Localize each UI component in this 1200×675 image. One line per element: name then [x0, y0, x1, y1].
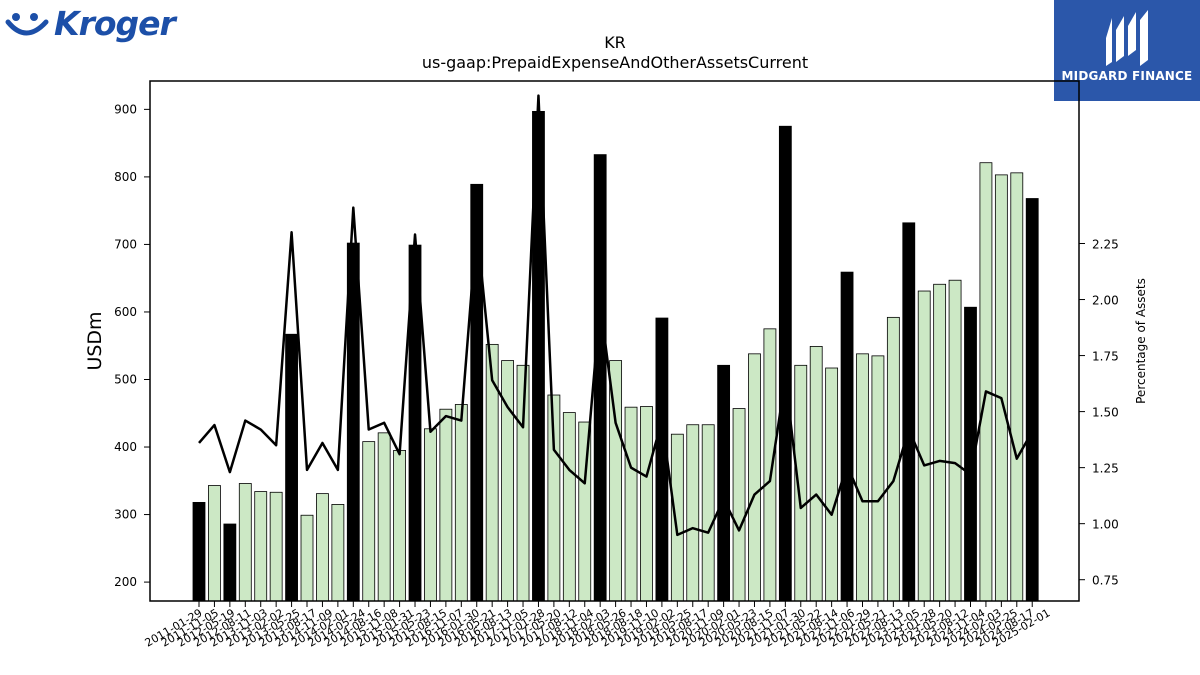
bar — [362, 441, 376, 602]
y-tick-label: 500 — [114, 372, 137, 386]
bar — [948, 279, 962, 602]
bar — [562, 412, 576, 602]
y-tick-label: 400 — [114, 440, 137, 454]
bar — [1025, 198, 1039, 602]
bar — [485, 343, 499, 602]
bar — [670, 433, 684, 602]
y-axis-label: USDm — [84, 311, 106, 370]
bar — [593, 154, 607, 602]
bar — [717, 364, 731, 602]
bar — [840, 271, 854, 602]
y2-tick-label: 2.25 — [1092, 238, 1119, 252]
pct-assets-line — [198, 94, 1034, 537]
bar — [501, 360, 515, 602]
bar — [377, 432, 391, 602]
bar — [208, 485, 221, 602]
bar — [192, 501, 206, 602]
bar — [902, 222, 916, 602]
y-axis-left: 200 300 400 500 600 700 800 900 — [114, 102, 150, 589]
bar — [886, 316, 900, 602]
bar — [748, 353, 761, 602]
bar — [470, 183, 484, 602]
bar — [763, 328, 777, 602]
y2-axis-label: Percentage of Assets — [1134, 278, 1148, 404]
bar — [732, 408, 746, 602]
y-tick-label: 300 — [114, 508, 137, 522]
bar — [300, 514, 314, 602]
bar — [640, 406, 653, 602]
chart-title: KR — [604, 33, 626, 52]
bar-series — [192, 110, 1039, 602]
bar — [917, 290, 931, 602]
midgard-wordmark: MIDGARD FINANCE — [1061, 69, 1193, 83]
y2-tick-label: 2.00 — [1092, 294, 1119, 308]
bar — [701, 424, 715, 602]
y2-tick-label: 1.75 — [1092, 350, 1119, 364]
kroger-wordmark: Kroger — [54, 4, 176, 43]
y2-tick-label: 1.50 — [1092, 406, 1119, 420]
bar — [979, 162, 993, 602]
bar — [686, 424, 700, 602]
bar — [825, 367, 839, 602]
bar — [454, 404, 468, 602]
midgard-emblem-icon — [1106, 10, 1148, 66]
midgard-finance-logo: MIDGARD FINANCE — [1054, 0, 1200, 101]
bar — [871, 355, 885, 602]
kroger-smile-icon — [5, 13, 49, 36]
x-axis: 2011-01-292011-11-052012-05-192012-08-11… — [143, 601, 1053, 650]
y-axis-right: 0.75 1.00 1.25 1.50 1.75 2.00 2.25 — [1079, 238, 1119, 588]
bar — [316, 493, 329, 602]
y-tick-label: 900 — [114, 102, 137, 116]
y-tick-label: 800 — [114, 170, 137, 184]
bar — [856, 353, 869, 602]
bar — [238, 483, 252, 602]
bar — [933, 283, 947, 602]
y-tick-label: 200 — [114, 575, 137, 589]
plot-frame — [149, 80, 1080, 602]
bar — [778, 125, 792, 602]
bar — [424, 428, 437, 602]
bar — [393, 449, 406, 602]
bar — [439, 408, 453, 602]
bar — [285, 333, 298, 602]
bar — [269, 491, 283, 602]
y2-tick-label: 1.25 — [1092, 462, 1119, 476]
y2-tick-label: 0.75 — [1092, 574, 1119, 588]
kroger-logo: Kroger — [4, 4, 176, 56]
y2-tick-label: 1.00 — [1092, 518, 1119, 532]
bar — [223, 523, 237, 602]
y-tick-label: 700 — [114, 237, 137, 251]
bar — [624, 406, 638, 602]
pct-assets-series — [198, 94, 1034, 537]
bar — [994, 174, 1008, 602]
chart-subtitle: us-gaap:PrepaidExpenseAndOtherAssetsCurr… — [422, 53, 808, 72]
bar — [809, 345, 823, 602]
bar — [1010, 172, 1024, 602]
y-tick-label: 600 — [114, 305, 137, 319]
bar — [331, 504, 345, 602]
bar — [254, 491, 268, 602]
